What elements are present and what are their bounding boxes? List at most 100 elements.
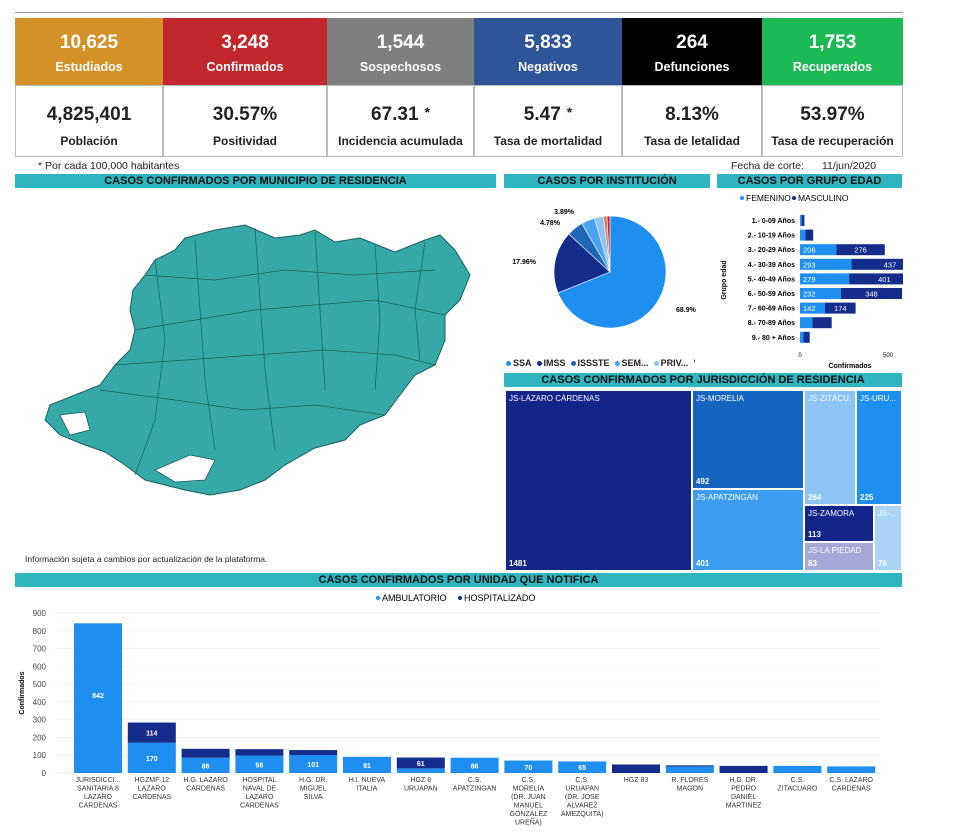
bar-value-label: 114: [146, 731, 157, 738]
age-bar-masculino[interactable]: [805, 229, 814, 241]
age-bar-femenino[interactable]: [800, 244, 837, 256]
bar-hospitalizado[interactable]: [181, 748, 230, 758]
treemap-cell[interactable]: JS-MORELIA 492: [692, 390, 804, 489]
bar-ambulatorio[interactable]: [74, 623, 122, 773]
legend-more-arrow-icon[interactable]: ›: [693, 358, 696, 365]
x-category-label: HGZ 8 URUAPAN: [404, 777, 438, 793]
rate-card: 67.31 * Incidencia acumulada: [327, 85, 474, 157]
jurisdiction-treemap[interactable]: JS-LÁZARO CÁRDENAS 1481 JS-MORELIA 492 JS-AP…: [505, 390, 902, 571]
age-bar-femenino[interactable]: [800, 215, 802, 226]
age-value-label: 437: [884, 260, 897, 269]
age-bar-masculino[interactable]: [849, 273, 903, 285]
treemap-label: JS-LA PIEDAD: [808, 546, 862, 555]
treemap-value: 1481: [509, 559, 527, 568]
x-category-label: H.G. DR. PEDRO DANIEL MARTINEZ: [726, 777, 762, 810]
pie-legend-item[interactable]: SEM...: [614, 358, 649, 368]
age-bar-femenino[interactable]: [800, 288, 841, 299]
bar-ambulatorio[interactable]: [289, 755, 338, 773]
age-bar-femenino[interactable]: [800, 273, 850, 285]
treemap-cell[interactable]: JS-APATZINGÁN 401: [692, 489, 804, 571]
bar-ambulatorio[interactable]: [450, 757, 499, 773]
kpi-card-estudiados[interactable]: 10,625 Estudiados: [15, 18, 163, 85]
age-bar-femenino[interactable]: [800, 258, 852, 270]
treemap-label: JS-MORELIA: [696, 394, 745, 403]
y-tick: 400: [33, 698, 47, 707]
bar-ambulatorio[interactable]: [396, 768, 445, 773]
age-bar-masculino[interactable]: [851, 258, 903, 270]
kpi-card-negativos[interactable]: 5,833 Negativos: [474, 18, 622, 85]
legend-dot-icon: [458, 596, 462, 600]
kpi-value: 3,248: [221, 32, 269, 53]
bar-ambulatorio[interactable]: [343, 756, 391, 773]
bar-ambulatorio[interactable]: [235, 755, 284, 773]
x-category-label: H.G. LAZARO CARDENAS: [183, 777, 228, 793]
pie-slice-imss[interactable]: [553, 233, 611, 294]
age-bar-femenino[interactable]: [800, 331, 804, 343]
treemap-label: JS-APATZINGÁN: [696, 493, 758, 502]
kpi-label: Negativos: [518, 60, 578, 74]
rate-value: 8.13%: [665, 104, 719, 125]
pie-slice-otros2[interactable]: [606, 215, 611, 273]
age-bar-masculino[interactable]: [801, 215, 805, 226]
bar-ambulatorio[interactable]: [181, 757, 230, 773]
treemap-cell[interactable]: JS-LÁZARO CÁRDENAS 1481: [505, 390, 692, 571]
treemap-cell[interactable]: JS-ZITÁCU... 264: [804, 390, 856, 505]
y-axis-title: Confirmados: [19, 671, 26, 714]
bar-hospitalizado[interactable]: [127, 722, 176, 743]
bar-ambulatorio[interactable]: [773, 765, 822, 773]
kpi-card-recuperados[interactable]: 1,753 Recuperados: [762, 18, 903, 85]
y-tick: 0: [42, 769, 47, 778]
treemap-value: 401: [696, 559, 710, 568]
treemap-cell[interactable]: JS-LA PIEDAD 83: [804, 542, 874, 571]
bar-hospitalizado[interactable]: [289, 750, 338, 756]
age-category-label: 8.- 70-89 Años: [748, 320, 795, 327]
bar-hospitalizado[interactable]: [719, 765, 768, 773]
kpi-card-sospechosos[interactable]: 1,544 Sospechosos: [327, 18, 474, 85]
pie-data-label: 3.89%: [554, 209, 575, 216]
treemap-cell[interactable]: JS-URU... 225: [856, 390, 902, 505]
pie-slice-ssa[interactable]: [557, 215, 667, 329]
age-bar-masculino[interactable]: [812, 317, 832, 329]
bar-ambulatorio[interactable]: [558, 761, 607, 773]
age-bar-masculino[interactable]: [836, 244, 885, 256]
unit-section-title: CASOS CONFIRMADOS POR UNIDAD QUE NOTIFIC…: [15, 573, 902, 587]
bar-hospitalizado[interactable]: [396, 757, 445, 769]
x-category-label: HOSPITAL NAVAL DE LAZARO CARDENAS: [240, 777, 279, 810]
institution-pie-chart[interactable]: 68.9% 17.96% 4.78% 3.89%: [504, 192, 710, 362]
municipality-borders: [99, 227, 446, 476]
pie-legend-item[interactable]: PRIV...: [653, 358, 688, 368]
lake-hole: [154, 454, 216, 483]
pie-legend-item[interactable]: IMSS: [536, 358, 566, 368]
bar-value-label: 98: [256, 762, 264, 769]
age-bar-masculino[interactable]: [824, 302, 856, 314]
kpi-card-confirmados[interactable]: 3,248 Confirmados: [163, 18, 327, 85]
pie-legend-item[interactable]: ISSSTE: [570, 358, 610, 368]
age-bar-femenino[interactable]: [800, 317, 813, 329]
bar-hospitalizado[interactable]: [612, 764, 660, 773]
age-bar-masculino[interactable]: [803, 331, 810, 343]
age-bar-femenino[interactable]: [800, 229, 806, 241]
age-value-label: 232: [803, 290, 816, 299]
bar-hospitalizado[interactable]: [665, 765, 714, 767]
legend-dot-icon: [506, 361, 511, 366]
treemap-cell[interactable]: JS-... 76: [874, 505, 902, 571]
age-bar-masculino[interactable]: [840, 288, 903, 299]
rate-value-row: 5.47 *: [475, 104, 621, 126]
bar-value-label: 170: [146, 756, 158, 763]
rate-label: Población: [60, 134, 118, 148]
bar-ambulatorio[interactable]: [504, 760, 553, 773]
pie-legend-item[interactable]: SSA: [506, 358, 532, 368]
bar-hospitalizado[interactable]: [235, 749, 284, 756]
kpi-card-defunciones[interactable]: 264 Defunciones: [622, 18, 762, 85]
bar-value-label: 86: [471, 763, 479, 770]
treemap-cell[interactable]: JS-ZAMORA 113: [804, 505, 874, 542]
kpi-value: 10,625: [59, 32, 119, 53]
rate-value: 53.97%: [800, 104, 865, 125]
age-group-chart[interactable]: FEMENINO MASCULINO 1.- 0-09 Años 2.- 10-19 …: [717, 190, 903, 370]
municipality-map[interactable]: [15, 190, 496, 560]
bar-ambulatorio[interactable]: [827, 766, 876, 773]
bar-ambulatorio[interactable]: [665, 766, 714, 773]
bar-ambulatorio[interactable]: [127, 742, 176, 773]
age-bar-femenino[interactable]: [800, 302, 825, 314]
unit-bar-chart[interactable]: AMBULATORIO HOSPITALIZADO 0 100 200 300 400 500…: [0, 588, 953, 837]
